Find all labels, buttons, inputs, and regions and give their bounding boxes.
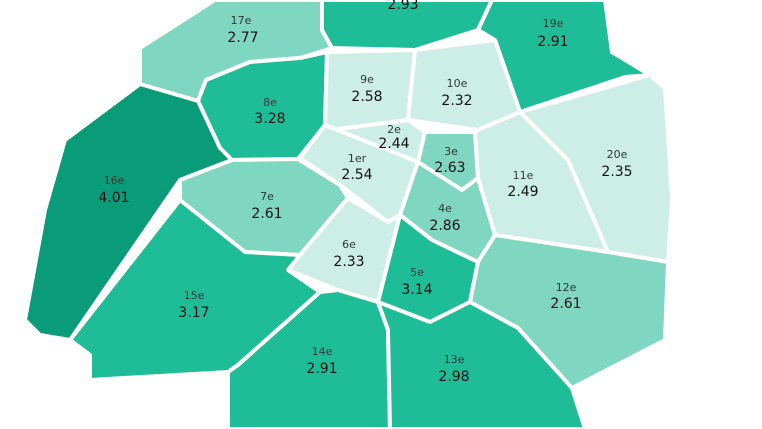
- district-13e-label: 13e: [444, 353, 465, 366]
- district-6e-value: 2.33: [333, 254, 364, 270]
- district-14e[interactable]: [226, 288, 392, 429]
- district-17e-value: 2.77: [227, 30, 258, 46]
- district-1er-value: 2.54: [341, 167, 372, 183]
- district-19e-label: 19e: [543, 17, 564, 30]
- district-1er-label: 1er: [348, 152, 367, 165]
- district-17e-label: 17e: [231, 14, 252, 27]
- district-20e[interactable]: [518, 73, 674, 264]
- district-2e-value: 2.44: [378, 136, 409, 152]
- district-4e-label: 4e: [438, 202, 452, 215]
- district-16e-value: 4.01: [98, 190, 129, 206]
- district-11e-value: 2.49: [507, 184, 538, 200]
- district-18e-value: 2.93: [387, 0, 418, 13]
- district-15e-label: 15e: [184, 289, 205, 302]
- district-7e-label: 7e: [260, 190, 274, 203]
- district-8e-label: 8e: [263, 96, 277, 109]
- district-5e-value: 3.14: [401, 282, 432, 298]
- district-13e-value: 2.98: [438, 369, 469, 385]
- district-6e-label: 6e: [342, 238, 356, 251]
- district-14e-label: 14e: [312, 345, 333, 358]
- district-19e-value: 2.91: [537, 34, 568, 50]
- district-3e-value: 2.63: [434, 160, 465, 176]
- district-9e-label: 9e: [360, 73, 374, 86]
- district-20e-label: 20e: [607, 148, 628, 161]
- district-10e-value: 2.32: [441, 93, 472, 109]
- district-20e-value: 2.35: [601, 164, 632, 180]
- district-9e-value: 2.58: [351, 89, 382, 105]
- district-15e-value: 3.17: [178, 305, 209, 321]
- district-16e-label: 16e: [104, 174, 125, 187]
- district-2e-label: 2e: [387, 123, 401, 136]
- district-3e-label: 3e: [444, 145, 458, 158]
- district-8e-value: 3.28: [254, 111, 285, 127]
- district-4e-value: 2.86: [429, 218, 460, 234]
- district-12e-label: 12e: [556, 281, 577, 294]
- district-5e-label: 5e: [410, 266, 424, 279]
- district-13e[interactable]: [376, 300, 587, 429]
- district-14e-value: 2.91: [306, 361, 337, 377]
- district-11e-label: 11e: [513, 169, 534, 182]
- district-19e[interactable]: [476, 0, 652, 114]
- district-10e-label: 10e: [447, 77, 468, 90]
- district-12e-value: 2.61: [550, 296, 581, 312]
- district-7e-value: 2.61: [251, 206, 282, 222]
